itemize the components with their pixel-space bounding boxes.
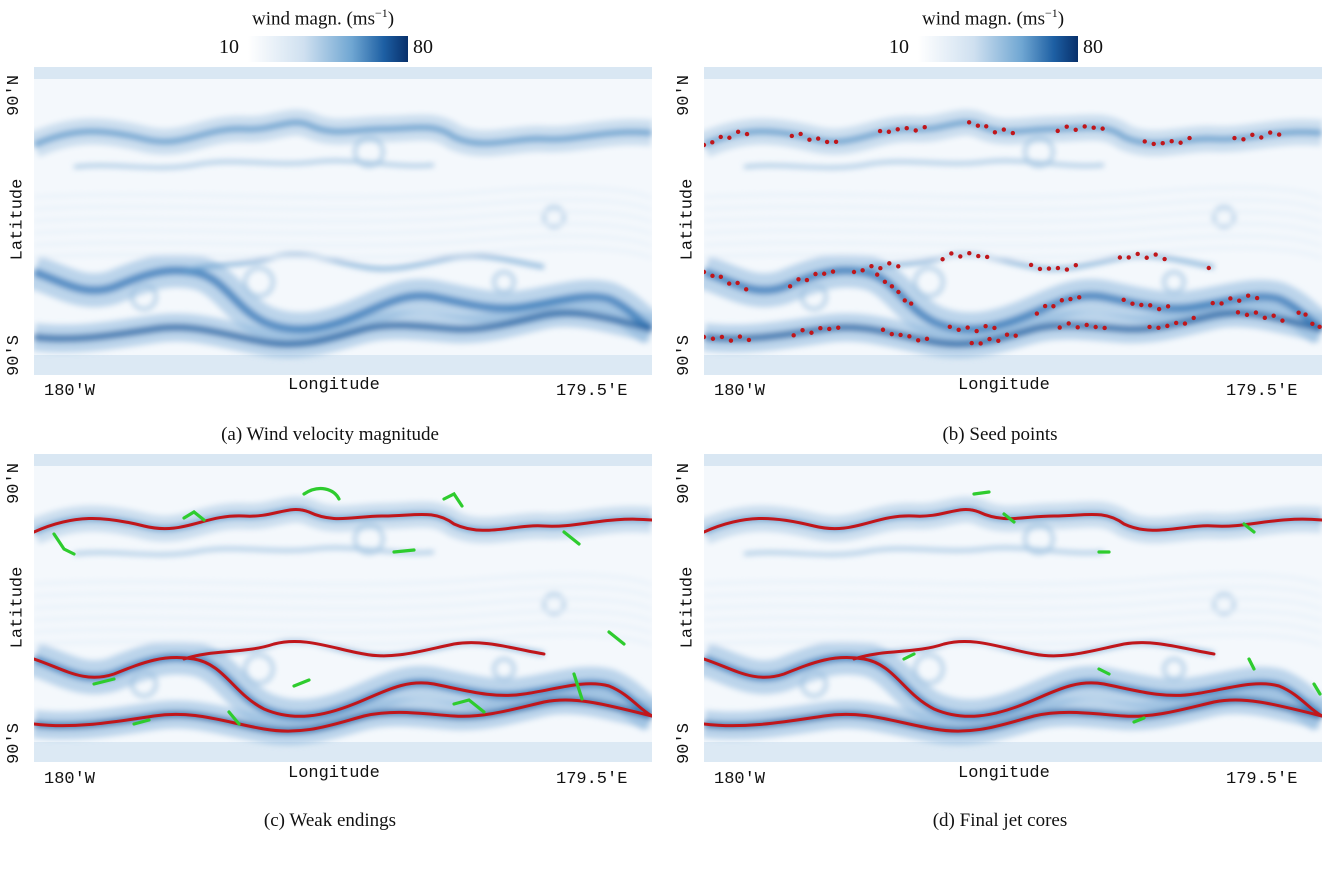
- caption: (d) Final jet cores: [932, 810, 1068, 831]
- lon-axis-label: Longitude: [288, 376, 380, 395]
- panel-b: wind magn. (ms−1) 10 80 90'N Latitude 90…: [670, 0, 1323, 445]
- lon-axis-label: Longitude: [958, 764, 1050, 783]
- lat-top-label: 90'N: [674, 463, 694, 504]
- lat-bottom-label: 90'S: [4, 723, 24, 764]
- lat-bottom-label: 90'S: [674, 723, 694, 764]
- colorbar-title: wind magn. (ms−1): [252, 6, 395, 30]
- colorbar-min: 10: [889, 36, 909, 58]
- lat-bottom-label: 90'S: [4, 335, 24, 376]
- wind-map: [704, 67, 1322, 375]
- panel-d: 90'N Latitude 90'S 180'W Longitude 179.5…: [670, 452, 1323, 870]
- caption: (a) Wind velocity magnitude: [221, 424, 439, 445]
- lat-axis-label: Latitude: [678, 178, 698, 261]
- caption: (b) Seed points: [942, 424, 1058, 445]
- lon-right-label: 179.5'E: [556, 382, 628, 401]
- wind-map: [704, 454, 1322, 762]
- lon-axis-label: Longitude: [288, 764, 380, 783]
- caption: (c) Weak endings: [263, 810, 397, 831]
- lon-left-label: 180'W: [44, 770, 96, 789]
- colorbar: [248, 36, 408, 62]
- colorbar-max: 80: [1083, 36, 1103, 58]
- wind-map: [34, 454, 652, 762]
- wind-map: [34, 67, 652, 375]
- lon-right-label: 179.5'E: [1226, 382, 1298, 401]
- lat-top-label: 90'N: [4, 463, 24, 504]
- lat-axis-label: Latitude: [8, 178, 28, 261]
- lon-right-label: 179.5'E: [556, 770, 628, 789]
- lon-axis-label: Longitude: [958, 376, 1050, 395]
- lon-left-label: 180'W: [714, 770, 766, 789]
- lon-left-label: 180'W: [714, 382, 766, 401]
- colorbar: [918, 36, 1078, 62]
- lat-top-label: 90'N: [674, 75, 694, 116]
- colorbar-title: wind magn. (ms−1): [922, 6, 1065, 30]
- lat-axis-label: Latitude: [678, 566, 698, 649]
- lat-bottom-label: 90'S: [674, 335, 694, 376]
- lon-left-label: 180'W: [44, 382, 96, 401]
- colorbar-min: 10: [219, 36, 239, 58]
- colorbar-max: 80: [413, 36, 433, 58]
- lat-top-label: 90'N: [4, 75, 24, 116]
- lat-axis-label: Latitude: [8, 566, 28, 649]
- lon-right-label: 179.5'E: [1226, 770, 1298, 789]
- panel-a: wind magn. (ms−1) 10 80 90'N Latitude 90…: [0, 0, 660, 445]
- panel-c: 90'N Latitude 90'S 180'W Longitude 179.5…: [0, 452, 660, 870]
